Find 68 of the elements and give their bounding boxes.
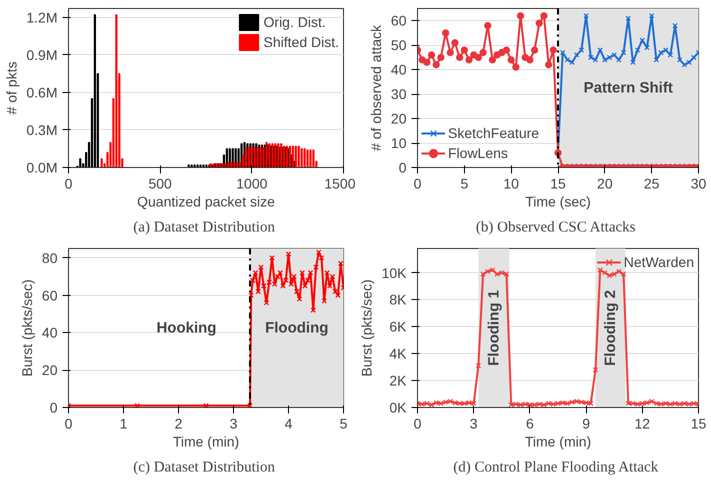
x-tick-label: 5 <box>340 416 348 432</box>
x-tick-label: 9 <box>582 416 590 432</box>
y-tick-label: 40 <box>42 324 58 341</box>
y-tick-label: 0.3M <box>26 122 58 138</box>
text: (d) Control Plane Flooding Attack <box>453 460 659 476</box>
y-axis-title: # of pkts <box>3 62 20 114</box>
x-axis-title: Quantized packet size <box>137 194 276 210</box>
y-tick-label: 0.6M <box>26 84 58 100</box>
y-tick-label: 80 <box>42 250 58 266</box>
x-axis-title: Time (min) <box>172 434 240 450</box>
x-axis-title: Time (min) <box>524 434 592 450</box>
annotation: Hooking <box>156 320 216 336</box>
y-tick-label: 30 <box>390 86 407 102</box>
y-tick-label: 10K <box>382 264 408 281</box>
y-tick-label: 0K <box>389 400 408 416</box>
x-tick-label: 5 <box>460 176 468 192</box>
x-tick-label: 0 <box>414 416 422 432</box>
band-label: Pattern Shift <box>584 80 673 96</box>
x-tick-label: 1500 <box>324 176 356 192</box>
band-label: Flooding 2 <box>602 290 619 366</box>
y-tick-label: 10 <box>390 135 407 152</box>
y-tick-label: 0.0M <box>26 160 58 176</box>
x-tick-label: 0 <box>64 416 73 432</box>
y-tick-label: 0 <box>398 160 407 176</box>
x-tick-label: 1 <box>120 416 128 432</box>
x-tick-label: 10 <box>503 176 520 192</box>
x-tick-label: 20 <box>597 176 613 192</box>
y-tick-label: 8K <box>389 292 408 308</box>
x-tick-label: 15 <box>550 176 566 192</box>
x-tick-label: 12 <box>634 416 650 432</box>
y-axis-title: # of observed attack <box>368 24 384 152</box>
band-label: Flooding <box>265 320 328 336</box>
y-tick-label: 20 <box>390 110 407 127</box>
y-tick-label: 60 <box>42 287 58 304</box>
x-tick-label: 1000 <box>236 176 268 192</box>
text: (a) Dataset Distribution <box>133 220 276 236</box>
y-tick-label: 0.9M <box>26 46 58 63</box>
y-tick-label: 50 <box>390 37 407 54</box>
text: (c) Dataset Distribution <box>133 460 276 476</box>
x-tick-label: 0 <box>64 176 73 192</box>
band-label: Flooding 1 <box>485 290 502 366</box>
y-tick-label: 20 <box>42 362 58 378</box>
y-tick-label: 2K <box>389 372 408 389</box>
x-tick-label: 15 <box>690 416 706 432</box>
legend-label: SketchFeature <box>448 125 540 141</box>
y-tick-label: 6K <box>389 318 408 335</box>
x-tick-label: 6 <box>526 416 534 432</box>
legend-label: FlowLens <box>448 145 508 161</box>
legend-label: NetWarden <box>624 254 694 270</box>
y-tick-label: 4K <box>389 346 408 362</box>
y-axis-title: Burst (pkts/sec) <box>358 279 375 377</box>
x-tick-label: 2 <box>174 416 183 432</box>
y-tick-label: 1.2M <box>26 9 58 26</box>
x-tick-label: 25 <box>644 176 660 192</box>
x-tick-label: 0 <box>414 176 422 192</box>
y-tick-label: 0 <box>50 400 58 416</box>
y-tick-label: 60 <box>390 12 407 29</box>
x-tick-label: 500 <box>148 176 172 192</box>
x-tick-label: 3 <box>470 416 478 432</box>
legend-label: Orig. Dist. <box>264 14 326 30</box>
y-axis-title: Burst (pkts/sec) <box>18 279 35 377</box>
x-tick-label: 3 <box>230 416 238 432</box>
x-axis-title: Time (sec) <box>525 194 591 210</box>
x-tick-label: 30 <box>690 176 706 192</box>
y-tick-label: 40 <box>390 62 407 78</box>
legend-label: Shifted Dist. <box>264 34 339 50</box>
text: (b) Observed CSC Attacks <box>476 220 636 236</box>
x-tick-label: 4 <box>284 416 293 432</box>
